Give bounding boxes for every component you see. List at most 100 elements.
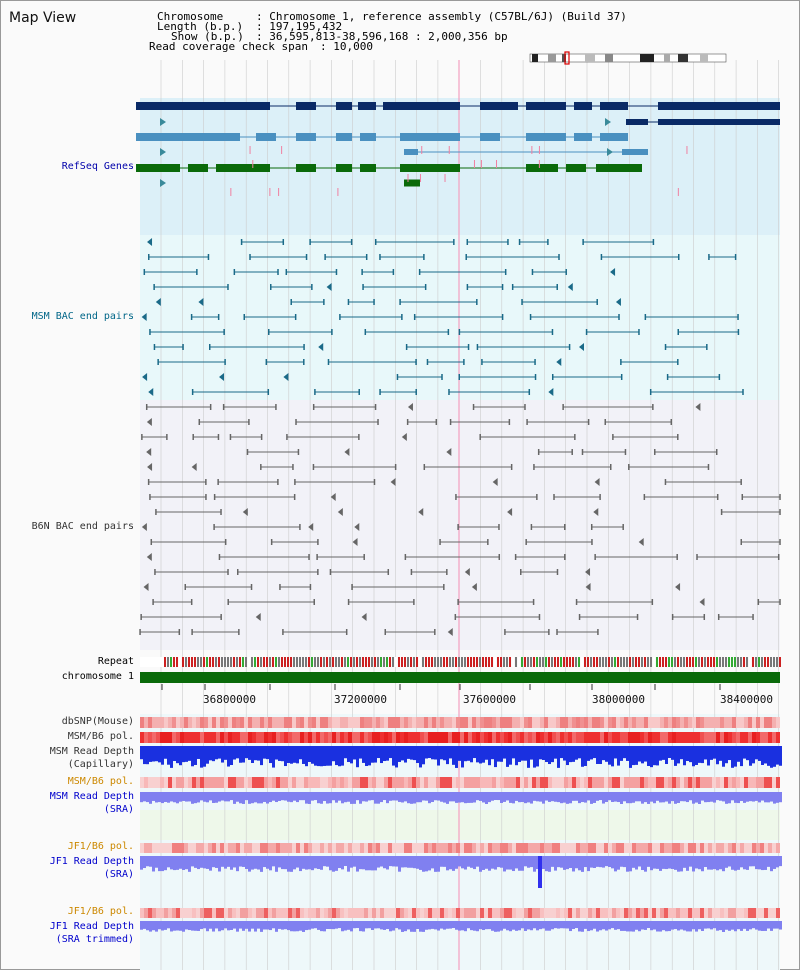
repeat-element bbox=[584, 657, 586, 667]
repeat-element bbox=[557, 657, 559, 667]
repeat-element bbox=[284, 657, 286, 667]
depth-bar bbox=[341, 921, 344, 932]
depth-bar bbox=[497, 856, 500, 868]
depth-bar bbox=[485, 856, 488, 869]
depth-bar bbox=[314, 746, 317, 766]
heat-cell bbox=[296, 843, 300, 853]
depth-bar bbox=[476, 746, 479, 763]
depth-bar bbox=[203, 921, 206, 929]
depth-bar bbox=[524, 921, 527, 931]
depth-bar bbox=[521, 792, 524, 803]
depth-bar bbox=[293, 921, 296, 932]
heat-cell bbox=[144, 777, 148, 788]
depth-bar bbox=[596, 792, 599, 801]
heat-cell bbox=[728, 777, 732, 788]
heat-cell bbox=[488, 717, 492, 728]
depth-bar bbox=[503, 792, 506, 802]
heat-cell bbox=[304, 717, 308, 728]
depth-bar bbox=[242, 746, 245, 763]
heat-cell bbox=[388, 843, 392, 853]
depth-bar bbox=[713, 856, 716, 870]
depth-bar bbox=[377, 921, 380, 929]
depth-bar bbox=[266, 856, 269, 869]
heat-cell bbox=[284, 908, 288, 918]
heat-cell bbox=[348, 777, 352, 788]
track-label-refseq[interactable]: RefSeq Genes bbox=[61, 161, 134, 172]
heat-cell bbox=[684, 908, 688, 918]
heat-cell bbox=[268, 843, 272, 853]
depth-bar bbox=[638, 792, 641, 802]
depth-bar bbox=[428, 921, 431, 930]
heat-cell bbox=[516, 908, 520, 918]
heat-cell bbox=[292, 908, 296, 918]
repeat-element bbox=[188, 657, 190, 667]
depth-bar bbox=[224, 856, 227, 869]
depth-bar bbox=[653, 746, 656, 766]
depth-bar bbox=[371, 746, 374, 763]
heat-cell bbox=[256, 732, 260, 743]
depth-bar bbox=[557, 856, 560, 868]
heat-cell bbox=[452, 777, 456, 788]
repeat-element bbox=[446, 657, 448, 667]
heat-cell bbox=[660, 777, 664, 788]
depth-bar bbox=[464, 792, 467, 804]
heat-cell bbox=[320, 843, 324, 853]
heat-cell bbox=[404, 717, 408, 728]
heat-cell bbox=[376, 732, 380, 743]
heat-cell bbox=[216, 908, 220, 918]
heat-cell bbox=[544, 777, 548, 788]
heat-cell bbox=[404, 777, 408, 788]
heat-cell bbox=[528, 908, 532, 918]
repeat-element bbox=[728, 657, 730, 667]
repeat-element bbox=[743, 657, 745, 667]
heat-cell bbox=[160, 908, 164, 918]
heat-cell bbox=[720, 843, 724, 853]
track-label-dbsnp: dbSNP(Mouse) bbox=[61, 716, 134, 727]
depth-bar bbox=[563, 792, 566, 803]
heat-cell bbox=[544, 717, 548, 728]
depth-bar bbox=[230, 792, 233, 801]
depth-bar bbox=[299, 792, 302, 801]
repeat-element bbox=[338, 657, 340, 667]
depth-bar bbox=[287, 746, 290, 763]
depth-bar bbox=[476, 856, 479, 867]
depth-bar bbox=[368, 746, 371, 766]
heat-cell bbox=[752, 777, 756, 788]
heat-cell bbox=[368, 732, 372, 743]
depth-bar bbox=[167, 921, 170, 929]
heat-cell bbox=[164, 908, 168, 918]
heat-cell bbox=[552, 777, 556, 788]
bac-single-end bbox=[146, 448, 152, 456]
track-label-msm-bac[interactable]: MSM BAC end pairs bbox=[31, 311, 134, 322]
depth-bar bbox=[470, 921, 473, 931]
heat-cell bbox=[528, 777, 532, 788]
heat-cell bbox=[280, 717, 284, 728]
depth-bar bbox=[407, 746, 410, 759]
repeat-element bbox=[752, 657, 754, 667]
track-label-b6n-bac[interactable]: B6N BAC end pairs bbox=[31, 521, 134, 532]
depth-bar bbox=[209, 746, 212, 761]
bac-single-end bbox=[147, 238, 153, 246]
heat-cell bbox=[492, 717, 496, 728]
heat-cell bbox=[424, 843, 428, 853]
depth-bar bbox=[773, 746, 776, 767]
heat-cell bbox=[740, 777, 744, 788]
length-label: Length (b.p.) bbox=[157, 20, 244, 33]
depth-bar bbox=[545, 792, 548, 801]
heat-cell bbox=[352, 843, 356, 853]
depth-bar bbox=[386, 921, 389, 930]
depth-bar bbox=[257, 746, 260, 761]
heat-cell bbox=[220, 732, 224, 743]
heat-cell bbox=[436, 732, 440, 743]
repeat-element bbox=[233, 657, 235, 667]
depth-bar bbox=[635, 921, 638, 930]
heat-cell bbox=[632, 843, 636, 853]
heat-cell bbox=[240, 843, 244, 853]
repeat-element bbox=[200, 657, 202, 667]
depth-bar bbox=[257, 792, 260, 804]
heat-cell bbox=[436, 777, 440, 788]
depth-bar bbox=[641, 792, 644, 804]
heat-cell bbox=[760, 843, 764, 853]
bac-single-end bbox=[585, 568, 591, 576]
